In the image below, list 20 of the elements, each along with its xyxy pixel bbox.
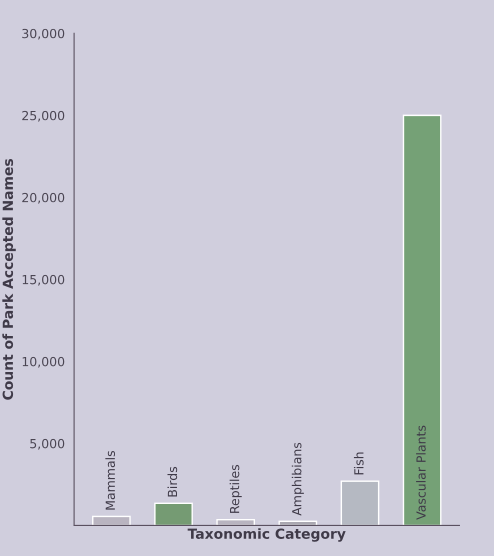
y-tick-label: 15,000 bbox=[22, 274, 64, 286]
bar bbox=[92, 516, 131, 526]
x-tick-label: Vascular Plants bbox=[416, 426, 426, 520]
y-tick-label: 5,000 bbox=[30, 438, 64, 450]
y-tick-label: 10,000 bbox=[22, 356, 64, 368]
x-axis-title: Taxonomic Category bbox=[188, 528, 346, 542]
x-tick-label: Amphibians bbox=[292, 442, 304, 516]
y-tick-label: 25,000 bbox=[22, 110, 64, 122]
y-tick-label: 30,000 bbox=[22, 28, 64, 40]
x-tick-label: Fish bbox=[354, 452, 364, 474]
y-axis-title: Count of Park Accepted Names bbox=[2, 159, 16, 400]
x-tick-label: Birds bbox=[167, 466, 178, 496]
x-tick-label: Mammals bbox=[105, 451, 116, 510]
bar bbox=[340, 480, 380, 526]
bar bbox=[154, 502, 193, 526]
bar bbox=[278, 520, 318, 526]
bar bbox=[216, 518, 256, 526]
x-tick-label: Reptiles bbox=[230, 464, 242, 513]
y-tick-label: 20,000 bbox=[22, 192, 64, 204]
bar bbox=[402, 114, 442, 526]
